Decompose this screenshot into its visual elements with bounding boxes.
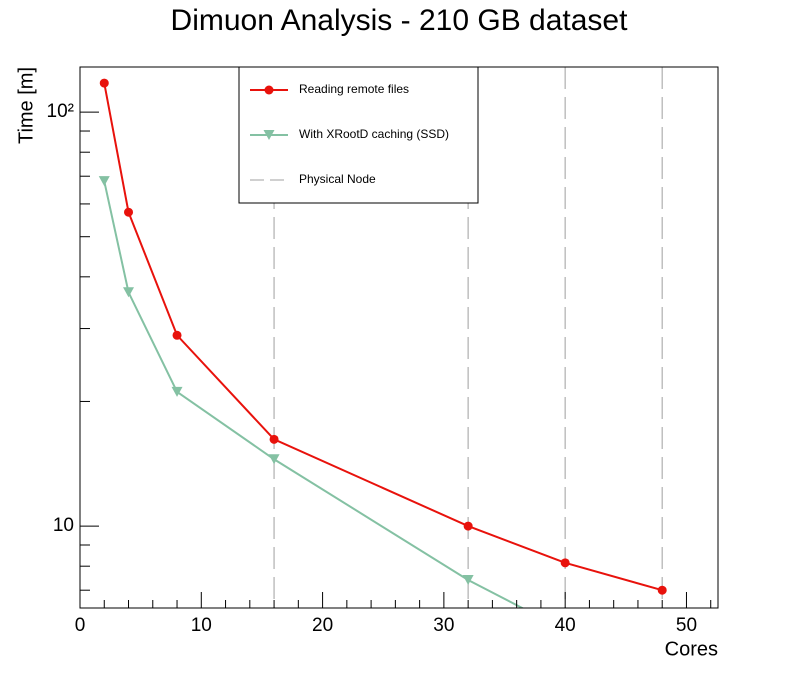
point bbox=[99, 78, 109, 88]
y-tick-label: 10² bbox=[47, 101, 74, 122]
point bbox=[462, 574, 474, 585]
point bbox=[560, 558, 570, 568]
legend-label: Physical Node bbox=[299, 172, 376, 186]
y-tick-label: 10 bbox=[53, 515, 74, 536]
point bbox=[463, 521, 473, 531]
legend-marker bbox=[263, 130, 275, 140]
x-tick-label: 0 bbox=[75, 615, 86, 636]
point bbox=[269, 434, 279, 444]
y-axis-label: Time [m] bbox=[15, 67, 37, 144]
legend-label: With XRootD caching (SSD) bbox=[299, 127, 449, 141]
point bbox=[123, 287, 135, 298]
x-axis-label: Cores bbox=[665, 638, 718, 660]
point bbox=[124, 207, 134, 217]
x-tick-label: 50 bbox=[676, 615, 697, 636]
point bbox=[172, 330, 182, 340]
legend: Reading remote files With XRootD caching … bbox=[250, 82, 449, 186]
legend-label: Reading remote files bbox=[299, 82, 409, 96]
chart-title: Dimuon Analysis - 210 GB dataset bbox=[171, 4, 629, 37]
legend-marker bbox=[264, 85, 274, 95]
x-tick-label: 30 bbox=[433, 615, 454, 636]
series-line bbox=[103, 180, 525, 608]
x-tick-label: 40 bbox=[555, 615, 576, 636]
point bbox=[657, 585, 667, 595]
x-tick-label: 10 bbox=[191, 615, 212, 636]
point bbox=[171, 386, 183, 397]
point bbox=[98, 176, 110, 187]
x-tick-label: 20 bbox=[312, 615, 333, 636]
point bbox=[268, 454, 280, 465]
